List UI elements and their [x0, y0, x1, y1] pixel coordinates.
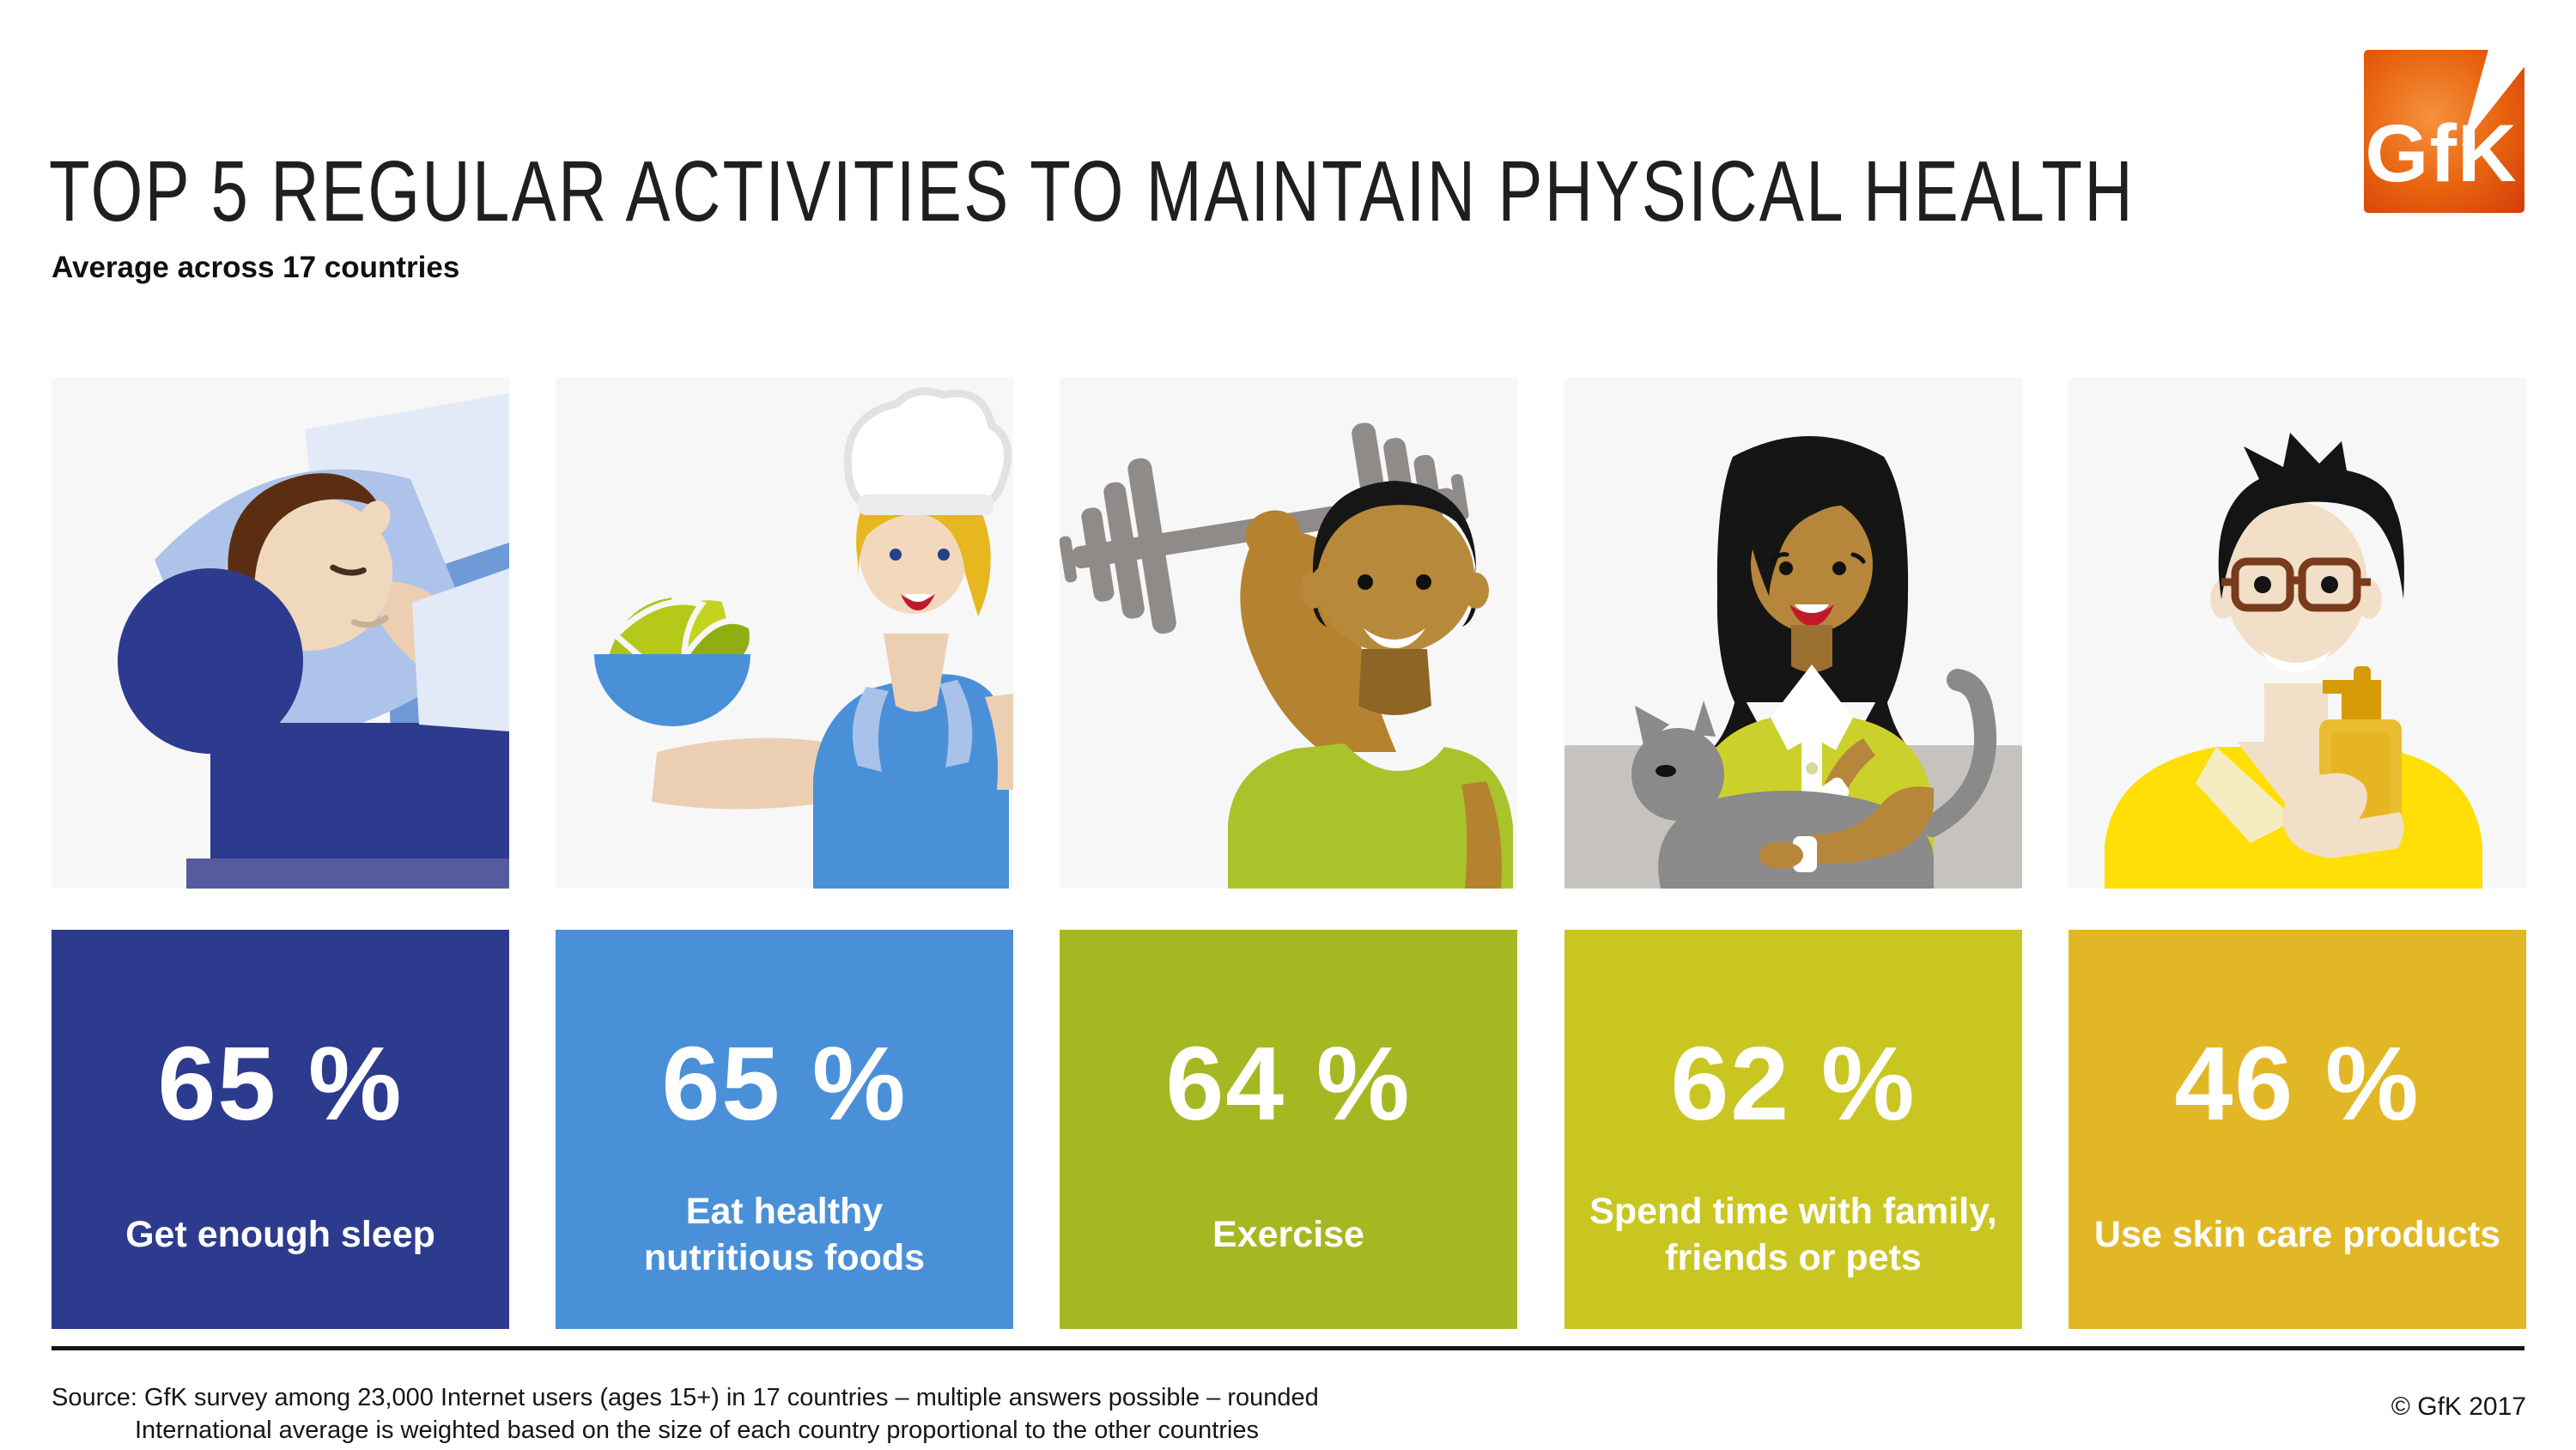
activity-percentage: 46 % [2174, 1025, 2421, 1142]
activity-label-line: Get enough sleep [125, 1214, 435, 1255]
activity-stat-box: 65 % Eat healthy nutritious foods [556, 930, 1013, 1329]
activity-stat-box: 64 % Exercise [1060, 930, 1517, 1329]
activity-percentage: 62 % [1670, 1025, 1917, 1142]
activity-percentage: 65 % [157, 1025, 404, 1142]
activity-label-line: Eat healthy [685, 1191, 884, 1232]
activity-stat-box: 46 % Use skin care products [2069, 930, 2526, 1329]
activity-percentage: 64 % [1165, 1025, 1412, 1142]
activity-label: Spend time with family, friends or pets [1571, 1179, 2015, 1290]
activity-stat-box: 65 % Get enough sleep [52, 930, 509, 1329]
gfk-logo-text: GfK [2365, 108, 2517, 199]
activity-column: 64 % Exercise [1060, 0, 1517, 1450]
man-with-skincare-product-illustration [2069, 378, 2526, 889]
sleeping-person-illustration [52, 378, 509, 889]
activity-label: Use skin care products [2075, 1179, 2519, 1290]
page-title: TOP 5 REGULAR ACTIVITIES TO MAINTAIN PHY… [49, 143, 2136, 240]
activity-label-line: Spend time with family, [1589, 1191, 1997, 1232]
chef-with-salad-bowl-illustration [556, 378, 1013, 889]
source-line-2: International average is weighted based … [135, 1417, 1260, 1444]
woman-with-cat-illustration [1564, 378, 2022, 889]
source-note: Source: GfK survey among 23,000 Internet… [52, 1381, 1319, 1447]
activity-column: 62 % Spend time with family, friends or p… [1564, 0, 2022, 1450]
activity-label: Get enough sleep [58, 1179, 502, 1290]
activity-label: Exercise [1066, 1179, 1510, 1290]
activity-stat-box: 62 % Spend time with family, friends or p… [1564, 930, 2022, 1329]
activity-label-line: friends or pets [1665, 1237, 1922, 1278]
copyright-note: © GfK 2017 [2391, 1392, 2526, 1421]
activity-label: Eat healthy nutritious foods [562, 1179, 1006, 1290]
activity-label-line: Use skin care products [2093, 1214, 2501, 1255]
activity-column: 65 % Get enough sleep [52, 0, 509, 1450]
activity-label-line: Exercise [1212, 1214, 1364, 1255]
man-lifting-dumbbell-illustration [1060, 378, 1517, 889]
page-subtitle: Average across 17 countries [52, 251, 460, 284]
activity-column: 46 % Use skin care products [2069, 0, 2526, 1450]
activity-column: 65 % Eat healthy nutritious foods [556, 0, 1013, 1450]
activity-percentage: 65 % [661, 1025, 908, 1142]
footer-divider [52, 1346, 2524, 1350]
activity-label-line: nutritious foods [643, 1237, 926, 1278]
gfk-logo-icon: GfK [2364, 46, 2527, 213]
source-line-1: Source: GfK survey among 23,000 Internet… [52, 1384, 1319, 1411]
